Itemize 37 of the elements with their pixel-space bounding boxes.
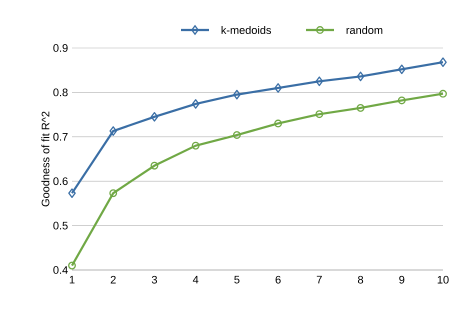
x-tick-label: 1: [70, 276, 75, 284]
point: [274, 120, 282, 128]
point: [232, 131, 241, 139]
x-tick-label: 2: [110, 276, 116, 284]
legend-label: k-medoids: [222, 26, 271, 34]
point: [398, 64, 406, 74]
point: [150, 112, 158, 122]
point: [274, 83, 282, 93]
y-tick-label: 0.6: [53, 177, 68, 186]
y-axis-title: Goodness of fit R^2: [41, 112, 50, 206]
x-tick-label: 6: [276, 276, 281, 284]
point: [68, 188, 76, 198]
point: [150, 162, 158, 170]
point: [315, 110, 324, 118]
x-tick-label: 10: [438, 276, 449, 284]
point: [398, 96, 406, 104]
x-tick-label: 8: [358, 276, 364, 284]
y-tick-label: 0.9: [53, 44, 68, 52]
point: [192, 99, 200, 109]
point: [233, 90, 241, 100]
point: [109, 189, 118, 198]
legend-label: random: [346, 26, 382, 34]
point: [356, 104, 364, 112]
y-tick-label: 0.5: [53, 222, 68, 230]
y-tick-label: 0.8: [53, 88, 68, 96]
y-tick-label: 0.7: [53, 132, 68, 141]
x-tick-label: 5: [234, 276, 240, 284]
x-tick-label: 9: [399, 276, 404, 284]
point: [316, 76, 324, 86]
x-tick-label: 3: [152, 276, 158, 284]
y-tick-label: 0.4: [53, 266, 68, 274]
point: [109, 126, 118, 136]
point: [192, 142, 200, 150]
point: [439, 57, 447, 68]
x-tick-label: 4: [192, 276, 198, 284]
point: [356, 72, 364, 82]
x-tick-label: 7: [316, 276, 322, 284]
